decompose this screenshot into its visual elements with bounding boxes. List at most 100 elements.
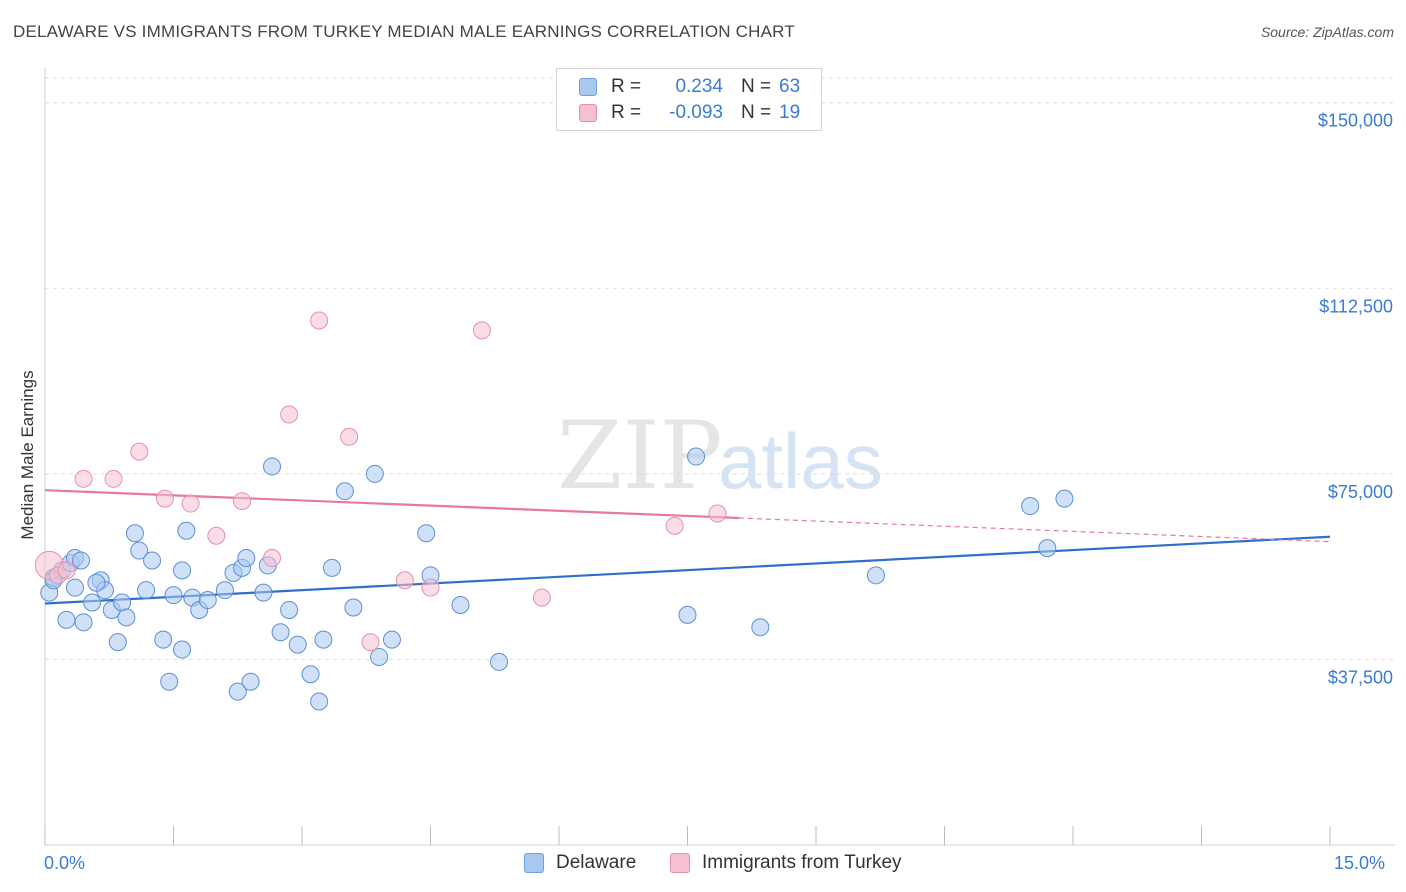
point-delaware — [71, 551, 90, 570]
point-delaware — [417, 524, 436, 543]
point-delaware — [301, 665, 320, 684]
n-value: 19 — [779, 102, 801, 123]
y-tick-label: $112,500 — [1319, 296, 1393, 316]
r-label: R = — [611, 76, 642, 97]
r-value: -0.093 — [669, 102, 723, 123]
point-delaware — [288, 635, 307, 654]
bottom-swatch-delaware — [524, 853, 544, 873]
point-turkey — [472, 321, 491, 340]
stats-legend: R = 0.234 N = 63 R = -0.093 N = 19 — [556, 68, 822, 131]
point-delaware — [866, 566, 885, 585]
legend-row-turkey: R = -0.093 N = 19 — [579, 101, 800, 125]
point-delaware — [382, 630, 401, 649]
r-label: R = — [611, 102, 642, 123]
point-turkey — [361, 633, 380, 652]
y-tick-label: $150,000 — [1318, 111, 1393, 131]
point-delaware — [322, 558, 341, 577]
point-delaware — [160, 672, 179, 691]
legend-swatch-delaware — [579, 78, 597, 96]
n-label: N = — [741, 76, 772, 97]
point-turkey — [130, 442, 149, 461]
point-delaware — [198, 591, 217, 610]
axes — [44, 68, 1395, 846]
bottom-legend-label-delaware: Delaware — [556, 852, 637, 873]
x-max-label: 15.0% — [1334, 853, 1386, 873]
point-delaware — [125, 524, 144, 543]
point-turkey — [155, 489, 174, 508]
point-delaware — [370, 647, 389, 666]
point-turkey — [665, 516, 684, 535]
point-delaware — [228, 682, 247, 701]
watermark: ZIP atlas — [557, 402, 883, 511]
y-axis-label: Median Male Earnings — [18, 370, 37, 539]
legend-row-delaware: R = 0.234 N = 63 — [579, 75, 800, 99]
point-turkey — [421, 578, 440, 597]
point-turkey — [532, 588, 551, 607]
point-delaware — [310, 692, 329, 711]
point-delaware — [344, 598, 363, 617]
point-delaware — [751, 618, 770, 637]
point-delaware — [687, 447, 706, 466]
watermark-atlas: atlas — [718, 417, 883, 505]
point-delaware — [108, 633, 127, 652]
n-label: N = — [741, 102, 772, 123]
point-delaware — [65, 578, 84, 597]
bottom-legend-delaware: Delaware — [524, 852, 636, 874]
r-value: 0.234 — [675, 76, 723, 97]
n-value: 63 — [779, 76, 801, 97]
legend-swatch-turkey — [579, 104, 597, 122]
point-delaware — [87, 573, 106, 592]
point-delaware — [241, 672, 260, 691]
bottom-legend-turkey: Immigrants from Turkey — [670, 852, 902, 874]
point-turkey — [104, 469, 123, 488]
point-turkey — [310, 311, 329, 330]
point-turkey — [395, 571, 414, 590]
point-delaware — [130, 541, 149, 560]
point-delaware — [57, 610, 76, 629]
y-tick-label: $75,000 — [1328, 482, 1393, 502]
point-delaware — [254, 583, 273, 602]
point-delaware — [1038, 539, 1057, 558]
trend-line-dashed — [738, 517, 1331, 543]
point-turkey — [74, 469, 93, 488]
point-delaware — [164, 586, 183, 605]
point-delaware — [1021, 497, 1040, 516]
point-delaware — [263, 457, 282, 476]
point-turkey — [57, 561, 76, 580]
point-turkey — [263, 548, 282, 567]
point-delaware — [314, 630, 333, 649]
point-delaware — [271, 623, 290, 642]
point-turkey — [233, 492, 252, 511]
point-turkey — [207, 526, 226, 545]
source-label: Source: ZipAtlas.com — [1260, 24, 1394, 40]
y-tick-label: $37,500 — [1328, 667, 1393, 687]
y-tick-labels: $37,500 $75,000 $112,500 $150,000 — [1318, 111, 1393, 688]
data-points — [34, 311, 1074, 711]
point-delaware — [173, 640, 192, 659]
point-delaware — [113, 593, 132, 612]
point-delaware — [335, 482, 354, 501]
point-delaware — [137, 581, 156, 600]
point-delaware — [74, 613, 93, 632]
point-delaware — [280, 600, 299, 619]
point-delaware — [678, 605, 697, 624]
point-delaware — [1055, 489, 1074, 508]
point-delaware — [365, 464, 384, 483]
point-turkey — [340, 427, 359, 446]
point-delaware — [177, 521, 196, 540]
point-delaware — [83, 593, 102, 612]
chart-title: DELAWARE VS IMMIGRANTS FROM TURKEY MEDIA… — [13, 22, 795, 41]
point-turkey — [280, 405, 299, 424]
bottom-legend-label-turkey: Immigrants from Turkey — [702, 852, 902, 873]
point-delaware — [117, 608, 136, 627]
point-delaware — [215, 581, 234, 600]
point-delaware — [143, 551, 162, 570]
x-min-label: 0.0% — [44, 853, 86, 873]
point-delaware — [154, 630, 173, 649]
point-delaware — [173, 561, 192, 580]
point-turkey — [181, 494, 200, 513]
point-delaware — [237, 548, 256, 567]
point-delaware — [451, 596, 470, 615]
bottom-swatch-turkey — [670, 853, 690, 873]
